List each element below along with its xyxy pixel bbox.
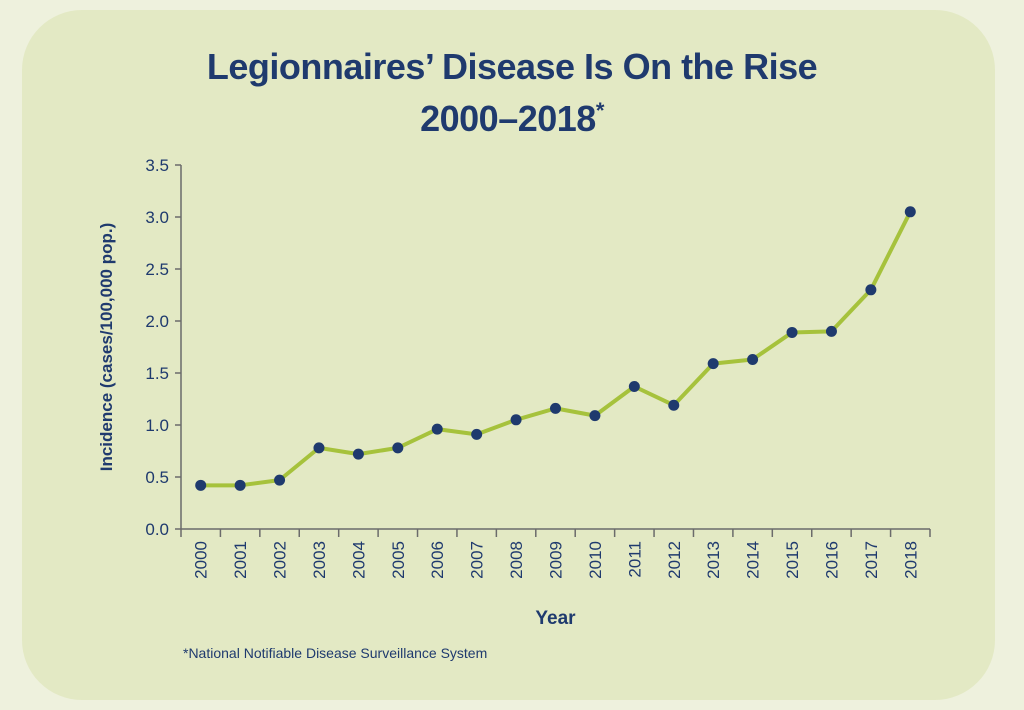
x-axis-label: Year xyxy=(535,608,576,629)
y-tick-label: 2.5 xyxy=(145,260,169,279)
y-tick-label: 2.0 xyxy=(145,312,169,331)
data-point-2014 xyxy=(747,353,759,365)
subtitle-text: 2000–2018 xyxy=(420,98,596,139)
x-tick-label: 2008 xyxy=(507,541,526,579)
data-point-2006 xyxy=(431,423,443,435)
data-point-2001 xyxy=(234,479,246,491)
data-point-2018 xyxy=(904,206,916,218)
data-point-2015 xyxy=(786,326,798,338)
chart-title: Legionnaires’ Disease Is On the Rise xyxy=(206,46,818,87)
x-tick-label: 2010 xyxy=(586,541,605,579)
data-point-2009 xyxy=(550,402,561,414)
x-tick-label: 2018 xyxy=(901,541,920,579)
y-tick-label: 1.5 xyxy=(145,364,169,383)
y-tick-label: 0.5 xyxy=(145,468,169,487)
series-line xyxy=(200,210,913,488)
x-tick-label: 2009 xyxy=(547,541,566,579)
x-tick-label: 2011 xyxy=(625,541,644,578)
y-tick-label: 0.0 xyxy=(145,520,169,539)
x-tick-label: 2013 xyxy=(704,541,723,579)
x-tick-label: 2001 xyxy=(231,541,250,579)
x-tick-label: 2007 xyxy=(468,541,487,579)
x-tick-label: 2014 xyxy=(744,541,763,579)
x-tick-label: 2004 xyxy=(349,541,368,579)
x-tick-label: 2012 xyxy=(665,541,684,579)
y-axis-label: Incidence (cases/100,000 pop.) xyxy=(97,223,116,472)
x-tick-label: 2016 xyxy=(822,541,841,579)
data-point-2013 xyxy=(707,358,719,370)
data-point-2017 xyxy=(865,284,877,296)
data-point-2016 xyxy=(825,325,837,337)
data-point-2010 xyxy=(589,410,601,422)
data-point-2002 xyxy=(274,474,286,486)
x-tick-label: 2000 xyxy=(192,541,211,579)
data-point-2005 xyxy=(392,442,404,454)
x-tick-label: 2003 xyxy=(310,541,329,579)
x-tick-label: 2006 xyxy=(428,541,447,579)
data-point-2000 xyxy=(195,479,207,491)
x-tick-label: 2005 xyxy=(389,541,408,579)
x-tick-label: 2002 xyxy=(271,541,290,579)
data-point-2004 xyxy=(352,448,364,460)
data-point-2008 xyxy=(510,414,522,426)
data-point-2003 xyxy=(313,442,325,454)
x-tick-label: 2015 xyxy=(783,541,802,579)
data-point-2011 xyxy=(628,381,640,393)
footnote: *National Notifiable Disease Surveillanc… xyxy=(183,645,488,661)
title-footnote-marker: * xyxy=(595,98,605,123)
data-point-2012 xyxy=(668,399,680,411)
chart-subtitle: 2000–2018* xyxy=(0,98,1024,140)
chart-panel xyxy=(22,10,995,700)
y-tick-label: 3.0 xyxy=(145,208,169,227)
x-tick-label: 2017 xyxy=(862,541,881,579)
data-point-2007 xyxy=(471,428,483,440)
y-tick-label: 3.5 xyxy=(145,156,169,175)
y-tick-label: 1.0 xyxy=(145,416,169,435)
